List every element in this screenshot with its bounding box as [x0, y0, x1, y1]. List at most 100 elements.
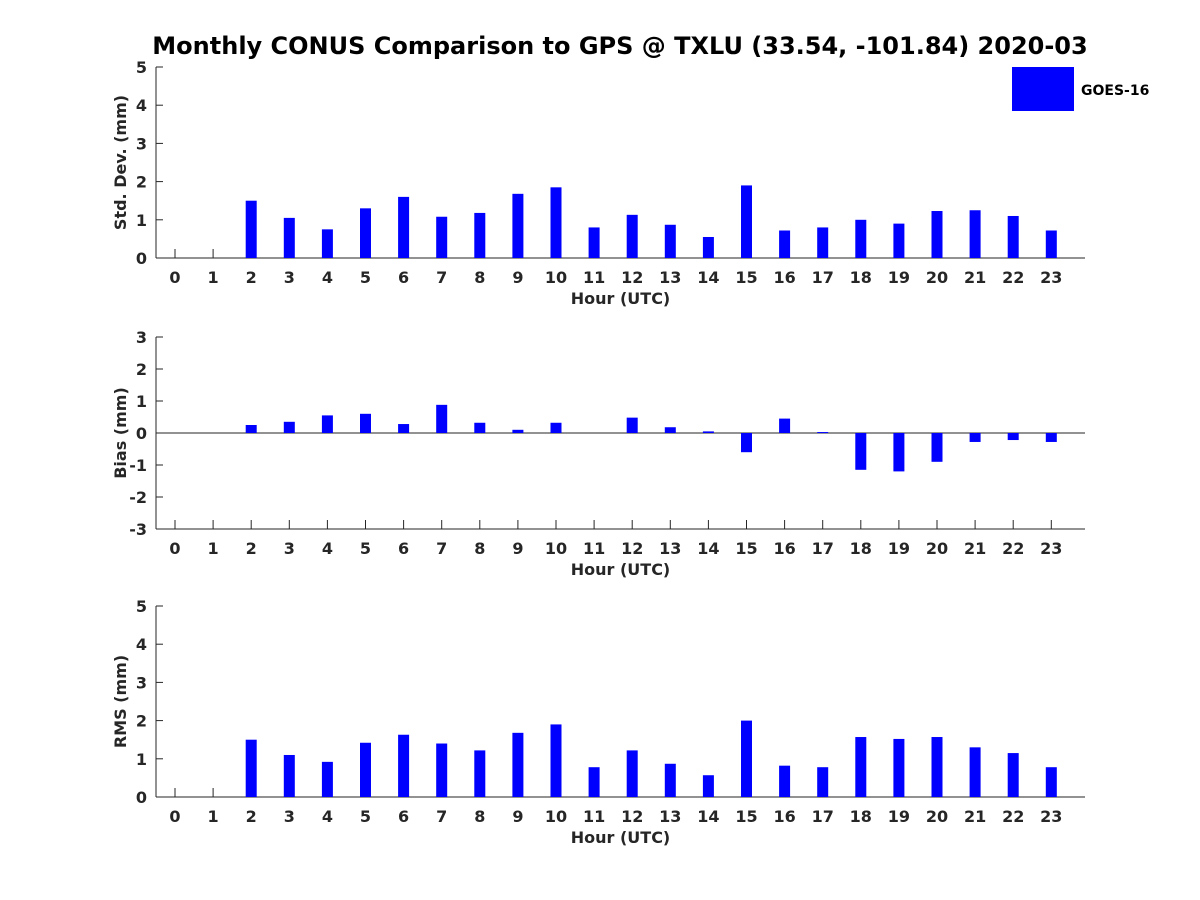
x-axis-label: Hour (UTC)	[571, 828, 671, 847]
x-tick-label: 0	[169, 539, 180, 558]
x-tick-label: 11	[583, 539, 605, 558]
bar-hour-6	[398, 424, 410, 433]
x-tick-label: 21	[964, 539, 986, 558]
bar-hour-15	[741, 433, 752, 453]
x-tick-label: 14	[697, 807, 719, 826]
x-tick-label: 22	[1002, 539, 1024, 558]
x-tick-label: 3	[284, 268, 295, 287]
bar-hour-6	[398, 734, 410, 797]
x-tick-label: 6	[398, 807, 409, 826]
y-tick-label: 0	[136, 424, 147, 443]
y-tick-label: 5	[136, 58, 147, 77]
bar-hour-10	[550, 187, 562, 258]
x-tick-label: 17	[812, 268, 834, 287]
x-tick-label: 7	[436, 807, 447, 826]
y-tick-label: -2	[129, 488, 147, 507]
bar-hour-23	[1045, 433, 1057, 442]
x-tick-label: 16	[773, 539, 795, 558]
bar-hour-22	[1007, 753, 1019, 797]
y-tick-label: 4	[136, 635, 147, 654]
bar-hour-21	[969, 210, 981, 258]
bar-hour-9	[512, 732, 524, 797]
x-tick-label: 11	[583, 807, 605, 826]
bar-hour-20	[931, 211, 943, 258]
x-tick-label: 23	[1040, 268, 1062, 287]
bar-hour-12	[626, 417, 638, 433]
y-tick-label: 3	[136, 134, 147, 153]
bar-hour-10	[550, 724, 562, 797]
bar-hour-13	[664, 224, 676, 258]
y-axis-label: Std. Dev. (mm)	[111, 95, 130, 230]
bar-hour-4	[321, 415, 333, 433]
x-tick-label: 12	[621, 807, 643, 826]
x-tick-label: 2	[246, 539, 257, 558]
x-tick-label: 6	[398, 539, 409, 558]
legend: GOES-16	[1012, 67, 1149, 111]
x-tick-label: 7	[436, 268, 447, 287]
y-tick-label: 0	[136, 249, 147, 268]
bar-hour-12	[626, 214, 638, 258]
bar-hour-19	[893, 433, 905, 472]
y-tick-label: 1	[136, 211, 147, 230]
bar-hour-7	[436, 216, 448, 258]
x-tick-label: 13	[659, 268, 681, 287]
bar-hour-13	[664, 427, 676, 433]
bar-hour-9	[512, 193, 524, 258]
bar-hour-13	[664, 763, 676, 797]
x-tick-label: 18	[850, 807, 872, 826]
x-tick-label: 14	[697, 268, 719, 287]
bar-hour-20	[931, 433, 943, 462]
x-axis-label: Hour (UTC)	[571, 560, 671, 579]
x-tick-label: 17	[812, 807, 834, 826]
y-tick-label: 3	[136, 328, 147, 347]
x-tick-label: 10	[545, 268, 567, 287]
x-tick-label: 8	[474, 807, 485, 826]
bar-hour-16	[779, 765, 791, 797]
y-tick-label: 4	[136, 96, 147, 115]
bar-hour-4	[321, 229, 333, 258]
bar-hour-17	[817, 227, 829, 258]
bar-hour-5	[360, 413, 371, 433]
x-tick-label: 2	[246, 807, 257, 826]
bar-hour-3	[283, 754, 295, 797]
x-tick-label: 0	[169, 268, 180, 287]
x-tick-label: 7	[436, 539, 447, 558]
x-tick-label: 4	[322, 807, 333, 826]
bar-hour-12	[626, 750, 638, 797]
bar-hour-8	[474, 212, 486, 258]
bar-hour-20	[931, 737, 943, 797]
x-tick-label: 5	[360, 807, 371, 826]
x-tick-label: 20	[926, 807, 948, 826]
bar-hour-14	[702, 431, 714, 433]
x-tick-label: 3	[284, 807, 295, 826]
x-tick-label: 19	[888, 807, 910, 826]
bar-hour-14	[702, 236, 714, 258]
x-tick-label: 12	[621, 539, 643, 558]
bar-hour-21	[969, 747, 981, 797]
bar-hour-2	[245, 200, 257, 258]
bar-hour-16	[779, 230, 791, 258]
bar-hour-2	[245, 739, 257, 797]
x-tick-label: 18	[850, 268, 872, 287]
bar-hour-21	[969, 433, 981, 442]
bar-hour-19	[893, 223, 905, 258]
bar-hour-19	[893, 738, 905, 797]
x-tick-label: 5	[360, 268, 371, 287]
x-tick-label: 16	[773, 268, 795, 287]
x-tick-label: 12	[621, 268, 643, 287]
x-tick-label: 20	[926, 268, 948, 287]
bar-hour-18	[855, 433, 867, 470]
bar-hour-5	[360, 742, 371, 797]
x-tick-label: 6	[398, 268, 409, 287]
y-tick-label: 3	[136, 673, 147, 692]
bar-hour-5	[360, 208, 371, 258]
bar-hour-22	[1007, 215, 1019, 258]
x-tick-label: 18	[850, 539, 872, 558]
x-tick-label: 19	[888, 539, 910, 558]
x-tick-label: 4	[322, 539, 333, 558]
